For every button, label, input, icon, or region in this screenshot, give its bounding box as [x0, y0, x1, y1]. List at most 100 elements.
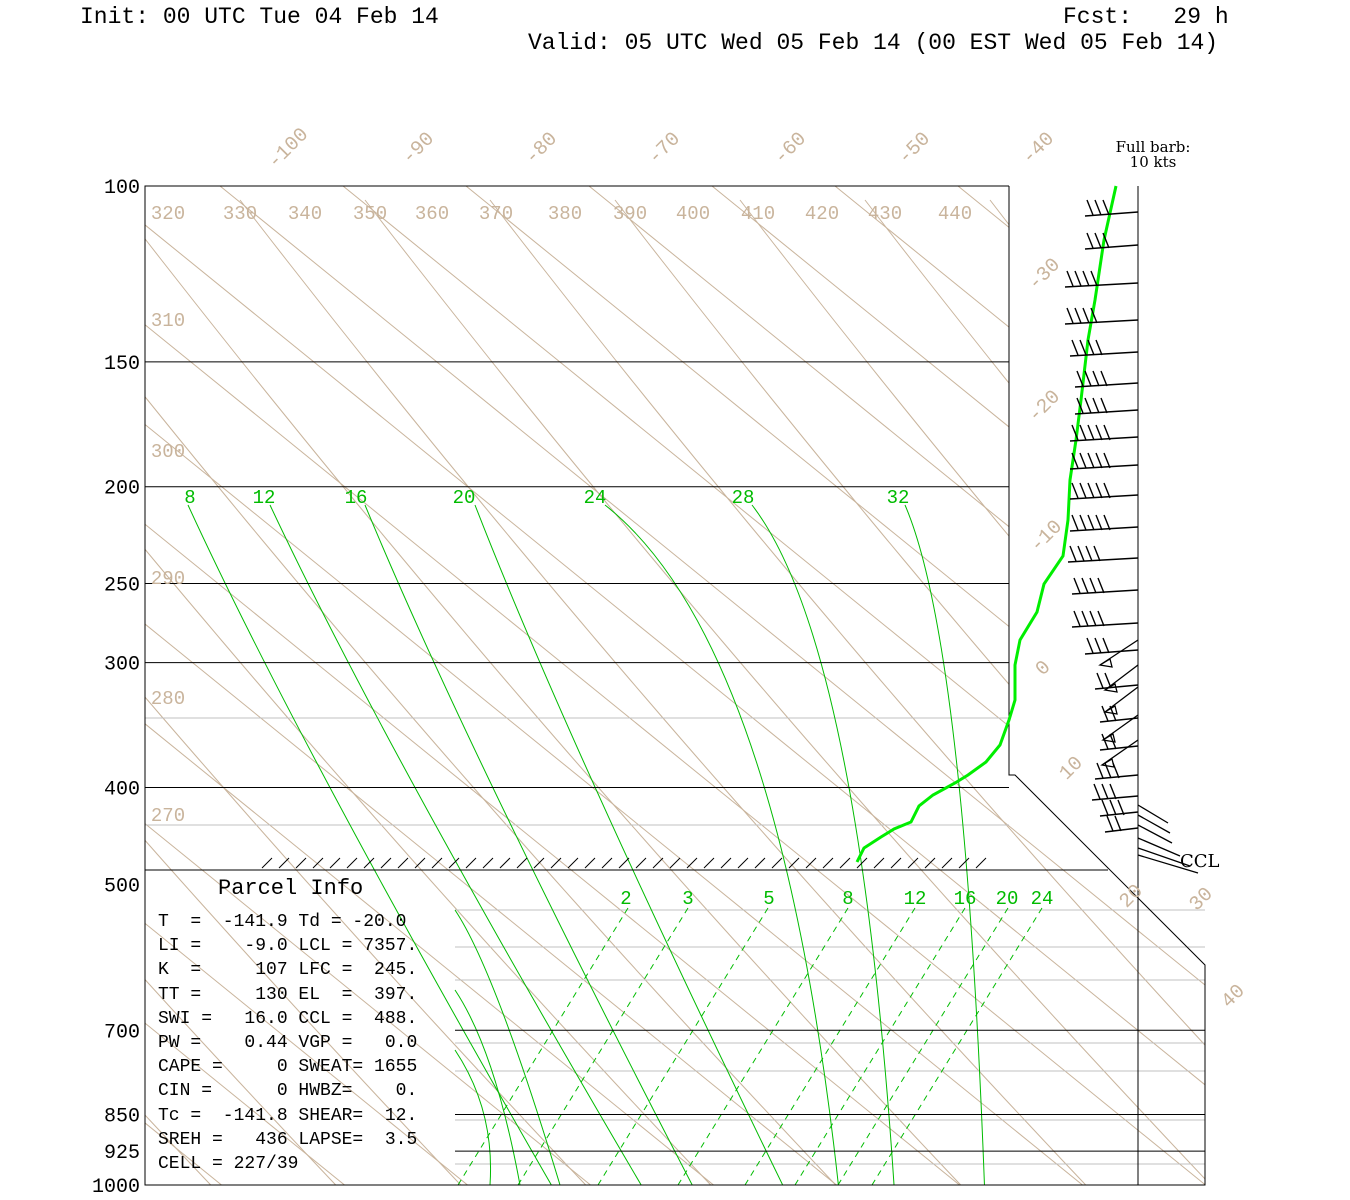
barb-flag	[1103, 682, 1118, 693]
hatch-mark	[686, 857, 698, 869]
hatch-mark	[635, 857, 647, 869]
dry-adiabat-line	[989, 199, 1205, 1185]
wind-barb	[1084, 232, 1139, 250]
dry-adiabat-line	[145, 199, 351, 1185]
isotherm-line	[342, 186, 1205, 1185]
pressure-label: 100	[104, 177, 140, 200]
wind-legend-title: Full barb:	[1116, 138, 1191, 156]
barb-feather	[1095, 424, 1103, 441]
isotherm-line	[145, 186, 1205, 1185]
hatch-mark	[601, 857, 613, 869]
wind-barb	[1103, 686, 1139, 715]
isotherm-line	[0, 186, 117, 1200]
parcel-info-line: LI = -9.0 LCL = 7357.	[158, 936, 418, 957]
wind-barb	[1099, 799, 1139, 817]
moist-adiabat-line	[904, 504, 986, 1185]
dry-adiabat-line	[489, 199, 1205, 1185]
barb-feather	[1079, 339, 1087, 356]
barb-feather	[1093, 783, 1101, 800]
barb-feather	[1077, 545, 1085, 562]
moist-adiabat-line	[269, 504, 651, 1185]
barb-feather	[1084, 370, 1092, 387]
moist-adiabat-line	[474, 504, 791, 1185]
hatch-mark	[550, 857, 562, 869]
barb-staff	[1084, 649, 1139, 655]
barb-feather	[1081, 610, 1089, 627]
parcel-info-title: Parcel Info	[218, 876, 364, 901]
hatch-mark	[584, 857, 596, 869]
isotherm-label: -80	[521, 128, 563, 170]
pressure-label: 250	[104, 575, 140, 598]
barb-staff	[1137, 814, 1171, 834]
dry-adiabat-line	[145, 199, 976, 1185]
mixing-ratio-label: 12	[253, 487, 276, 509]
barb-staff	[1099, 811, 1139, 817]
parcel-info-line: CAPE = 0 SWEAT= 1655	[158, 1057, 418, 1078]
barb-feather	[1101, 783, 1109, 800]
theta-label: 410	[741, 203, 775, 225]
barb-feather	[1095, 339, 1103, 356]
barb-feather	[1094, 637, 1102, 654]
isotherm-label: -10	[1026, 516, 1068, 558]
isotherm-label: -30	[1024, 254, 1066, 296]
barb-feather	[1100, 397, 1108, 414]
barb-feather	[1071, 452, 1079, 469]
barb-flag	[1098, 657, 1113, 668]
hatch-mark	[380, 857, 392, 869]
dry-adiabat-line	[145, 199, 601, 1185]
theta-label: 280	[151, 688, 185, 710]
barb-feather	[1103, 514, 1111, 531]
mixing-ratio-line	[744, 907, 916, 1186]
barb-feather	[1084, 397, 1092, 414]
hatch-mark	[397, 857, 409, 869]
mixing-ratio-label: 24	[1031, 888, 1054, 910]
barb-staff	[1064, 319, 1139, 325]
barb-flag	[1101, 732, 1116, 743]
barb-feather	[1087, 452, 1095, 469]
moist-adiabat-line	[454, 1049, 492, 1186]
wind-barb	[1069, 452, 1139, 470]
wind-barb	[1137, 814, 1171, 834]
hatch-mark	[278, 857, 290, 869]
parcel-info-line: SREH = 436 LAPSE= 3.5	[158, 1129, 418, 1150]
isotherm-label: -90	[398, 128, 440, 170]
barb-staff	[1071, 589, 1139, 595]
parcel-info-line: CIN = 0 HWBZ= 0.	[158, 1081, 418, 1102]
barb-staff	[1137, 824, 1173, 844]
isotherm-line	[219, 186, 1205, 1185]
barb-flag	[1100, 757, 1115, 768]
valid-time: Valid: 05 UTC Wed 05 Feb 14 (00 EST Wed …	[528, 30, 1219, 56]
barb-feather	[1103, 452, 1111, 469]
lower-grid	[145, 717, 1205, 1165]
hatch-mark	[618, 857, 630, 869]
wind-barb	[1137, 854, 1199, 874]
wind-barb	[1071, 610, 1139, 628]
isotherm-line	[834, 186, 1205, 1185]
parcel-info-line: K = 107 LFC = 245.	[158, 960, 418, 981]
isotherm-label: -70	[644, 128, 686, 170]
barb-feather	[1079, 452, 1087, 469]
hatch-mark	[958, 857, 970, 869]
isotherm-line	[145, 186, 1205, 1185]
parcel-info-line: TT = 130 EL = 397.	[158, 984, 418, 1005]
dry-adiabat-line	[239, 199, 1101, 1185]
barb-feather	[1071, 514, 1079, 531]
hatch-mark	[329, 857, 341, 869]
barb-feather	[1076, 370, 1084, 387]
pressure-label: 150	[104, 353, 140, 376]
barb-feather	[1102, 199, 1110, 216]
barb-feather	[1081, 577, 1089, 594]
wind-barb	[1064, 307, 1139, 325]
hatch-mark	[890, 857, 902, 869]
barb-feather	[1097, 610, 1105, 627]
barb-staff	[1094, 684, 1139, 690]
barb-feather	[1076, 397, 1084, 414]
hatch-mark	[924, 857, 936, 869]
isotherm-label: 30	[1185, 883, 1218, 916]
isotherm-label: -100	[264, 124, 314, 174]
wind-barb	[1099, 733, 1139, 751]
barb-feather	[1101, 705, 1109, 722]
hatch-mark	[567, 857, 579, 869]
barb-feather	[1095, 514, 1103, 531]
